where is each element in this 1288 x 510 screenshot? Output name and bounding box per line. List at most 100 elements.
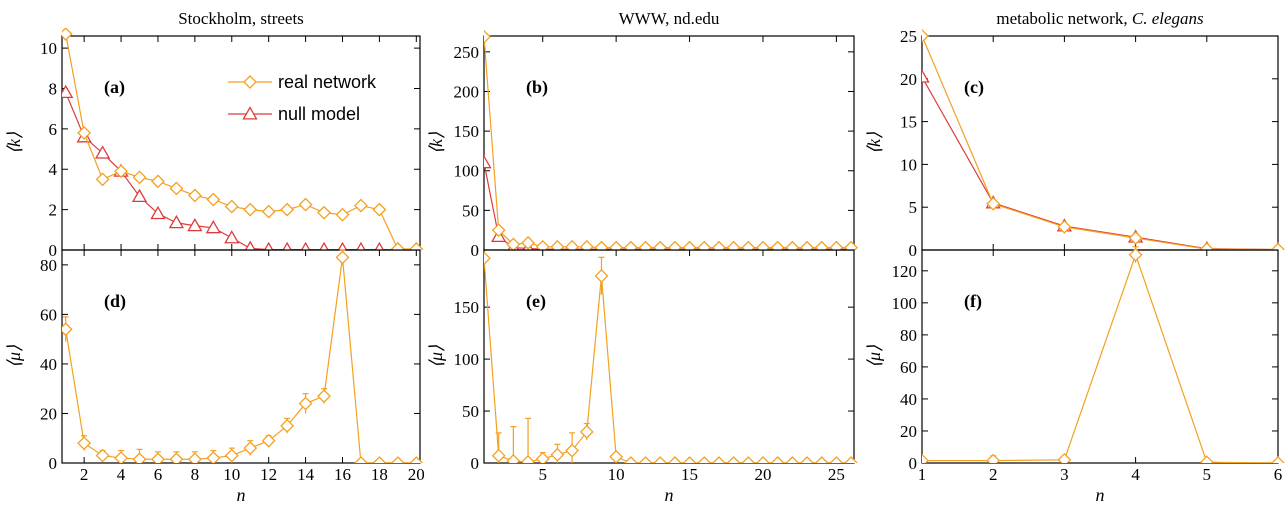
diamond-marker xyxy=(354,456,368,463)
data-layer xyxy=(62,28,424,250)
y-tick-label: 0 xyxy=(471,241,480,260)
panel-title: Stockholm, streets xyxy=(178,9,304,28)
series-line-null xyxy=(484,162,852,250)
diamond-marker xyxy=(95,448,110,463)
diamond-marker xyxy=(814,456,829,463)
y-tick-label: 50 xyxy=(462,201,479,220)
plot-frame xyxy=(921,35,1279,251)
x-axis-label: n xyxy=(237,485,246,505)
diamond-marker xyxy=(151,452,165,463)
data-layer xyxy=(922,246,1285,463)
diamond-marker xyxy=(169,181,184,196)
triangle-marker xyxy=(319,241,329,250)
data-layer xyxy=(484,251,858,463)
data-layer xyxy=(922,29,1285,250)
plot-frame xyxy=(483,35,855,251)
diamond-marker xyxy=(114,451,128,463)
diamond-marker xyxy=(565,239,580,250)
diamond-marker xyxy=(261,204,276,219)
panel-e: 5 10 15 20 25 0 50 100 150 ⟨μ⟩ n (e) xyxy=(426,249,858,505)
diamond-marker xyxy=(169,452,184,463)
diamond-marker xyxy=(491,223,506,238)
diamond-marker xyxy=(594,269,609,283)
y-tick-label: 10 xyxy=(40,39,57,58)
diamond-marker xyxy=(317,205,331,220)
series-line-real xyxy=(65,257,417,463)
x-axis-label: n xyxy=(1096,485,1105,505)
y-tick-label: 0 xyxy=(49,454,58,473)
plot-frame xyxy=(483,249,855,464)
y-tick-label: 15 xyxy=(900,113,917,132)
diamond-marker xyxy=(1128,231,1143,245)
y-tick-label: 25 xyxy=(900,27,917,46)
triangle-marker xyxy=(168,214,185,229)
y-tick-label: 20 xyxy=(900,70,917,89)
triangle-marker xyxy=(337,241,348,250)
diamond-marker xyxy=(484,251,491,266)
y-tick-label: 50 xyxy=(462,402,479,421)
diamond-marker xyxy=(114,164,128,179)
triangle-marker xyxy=(131,188,148,203)
y-axis-label: ⟨k⟩ xyxy=(426,132,446,154)
x-tick-label: 15 xyxy=(681,465,698,484)
y-tick-label: 10 xyxy=(900,155,917,174)
plot-frame xyxy=(61,249,421,464)
panel-label: (e) xyxy=(526,291,546,312)
triangle-marker xyxy=(187,217,203,232)
y-tick-label: 60 xyxy=(900,358,917,377)
diamond-marker xyxy=(986,196,1001,211)
x-tick-label: 5 xyxy=(538,465,547,484)
diamond-marker xyxy=(317,389,331,404)
x-tick-label: 8 xyxy=(191,465,200,484)
x-tick-label: 4 xyxy=(1131,465,1140,484)
x-tick-label: 14 xyxy=(297,465,315,484)
panel-title: metabolic network, C. elegans xyxy=(996,9,1204,28)
diamond-marker xyxy=(756,240,770,250)
diamond-marker xyxy=(372,202,387,217)
diamond-marker xyxy=(335,207,350,222)
diamond-marker xyxy=(1057,452,1072,463)
diamond-marker xyxy=(206,451,221,463)
triangle-marker xyxy=(62,84,74,99)
diamond-marker xyxy=(579,239,594,250)
diamond-marker xyxy=(1057,219,1072,234)
x-tick-label: 1 xyxy=(918,465,927,484)
diamond-marker xyxy=(667,456,682,463)
legend-label: real network xyxy=(278,72,377,92)
triangle-marker xyxy=(244,240,256,250)
triangle-marker xyxy=(205,219,221,234)
diamond-marker xyxy=(77,125,92,140)
x-tick-label: 18 xyxy=(371,465,388,484)
diamond-marker xyxy=(697,240,712,250)
diamond-marker xyxy=(609,449,624,463)
diamond-marker xyxy=(409,456,424,463)
y-tick-label: 6 xyxy=(49,120,58,139)
diamond-marker xyxy=(335,250,350,265)
plot-frame xyxy=(921,249,1279,464)
y-tick-label: 20 xyxy=(40,404,57,423)
diamond-marker xyxy=(726,240,741,250)
x-tick-label: 3 xyxy=(1060,465,1069,484)
diamond-marker xyxy=(95,172,110,187)
y-tick-label: 40 xyxy=(900,390,917,409)
y-axis-label: ⟨μ⟩ xyxy=(4,345,24,368)
series-line-real xyxy=(484,258,852,463)
y-tick-label: 100 xyxy=(892,294,918,313)
diamond-marker xyxy=(491,448,506,463)
diamond-marker xyxy=(224,448,239,463)
series-line-real xyxy=(922,252,1279,463)
diamond-marker xyxy=(280,202,295,217)
diamond-marker xyxy=(623,456,638,463)
diamond-marker xyxy=(922,29,929,43)
x-tick-label: 4 xyxy=(117,465,126,484)
diamond-marker xyxy=(390,456,405,463)
diamond-marker xyxy=(280,418,295,433)
diamond-marker xyxy=(550,239,565,250)
y-tick-label: 2 xyxy=(49,201,58,220)
y-axis-label: ⟨μ⟩ xyxy=(864,345,884,368)
x-axis-label: n xyxy=(665,485,674,505)
panel-label: (f) xyxy=(964,291,982,312)
diamond-marker xyxy=(609,240,624,250)
y-tick-label: 150 xyxy=(454,298,480,317)
